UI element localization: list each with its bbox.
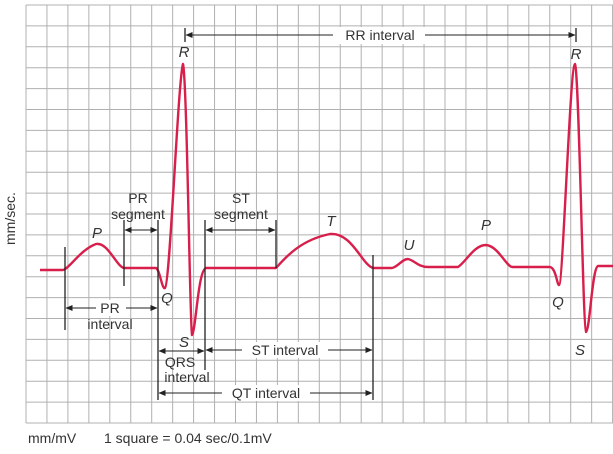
wave-label-q2: Q <box>552 294 564 311</box>
qt-interval-label: QT interval <box>232 385 300 401</box>
qrs-interval-label-1: QRS <box>165 354 195 370</box>
pr-segment-label-1: PR <box>128 190 147 206</box>
wave-label-u: U <box>404 237 415 254</box>
wave-label-s: S <box>179 334 189 351</box>
wave-label-t: T <box>326 213 337 230</box>
y-axis-label: mm/sec. <box>2 192 18 245</box>
pr-segment-label-2: segment <box>111 206 165 222</box>
wave-label-s2: S <box>575 342 585 359</box>
qrs-interval-label-2: interval <box>164 369 209 385</box>
st-interval-label: ST interval <box>252 342 319 358</box>
footer-scale: 1 square = 0.04 sec/0.1mV <box>104 430 272 446</box>
wave-label-p: P <box>92 225 102 242</box>
ecg-trace <box>40 62 613 337</box>
pr-interval-label-1: PR <box>100 300 119 316</box>
rr-interval-label: RR interval <box>345 27 414 43</box>
wave-label-p2: P <box>481 217 491 234</box>
wave-label-q: Q <box>161 290 173 307</box>
pr-interval-label-2: interval <box>87 316 132 332</box>
st-segment-label-1: ST <box>232 190 250 206</box>
wave-label-r: R <box>179 44 190 61</box>
st-segment-label-2: segment <box>214 206 268 222</box>
footer-units: mm/mV <box>28 430 77 446</box>
wave-label-r2: R <box>571 46 582 63</box>
